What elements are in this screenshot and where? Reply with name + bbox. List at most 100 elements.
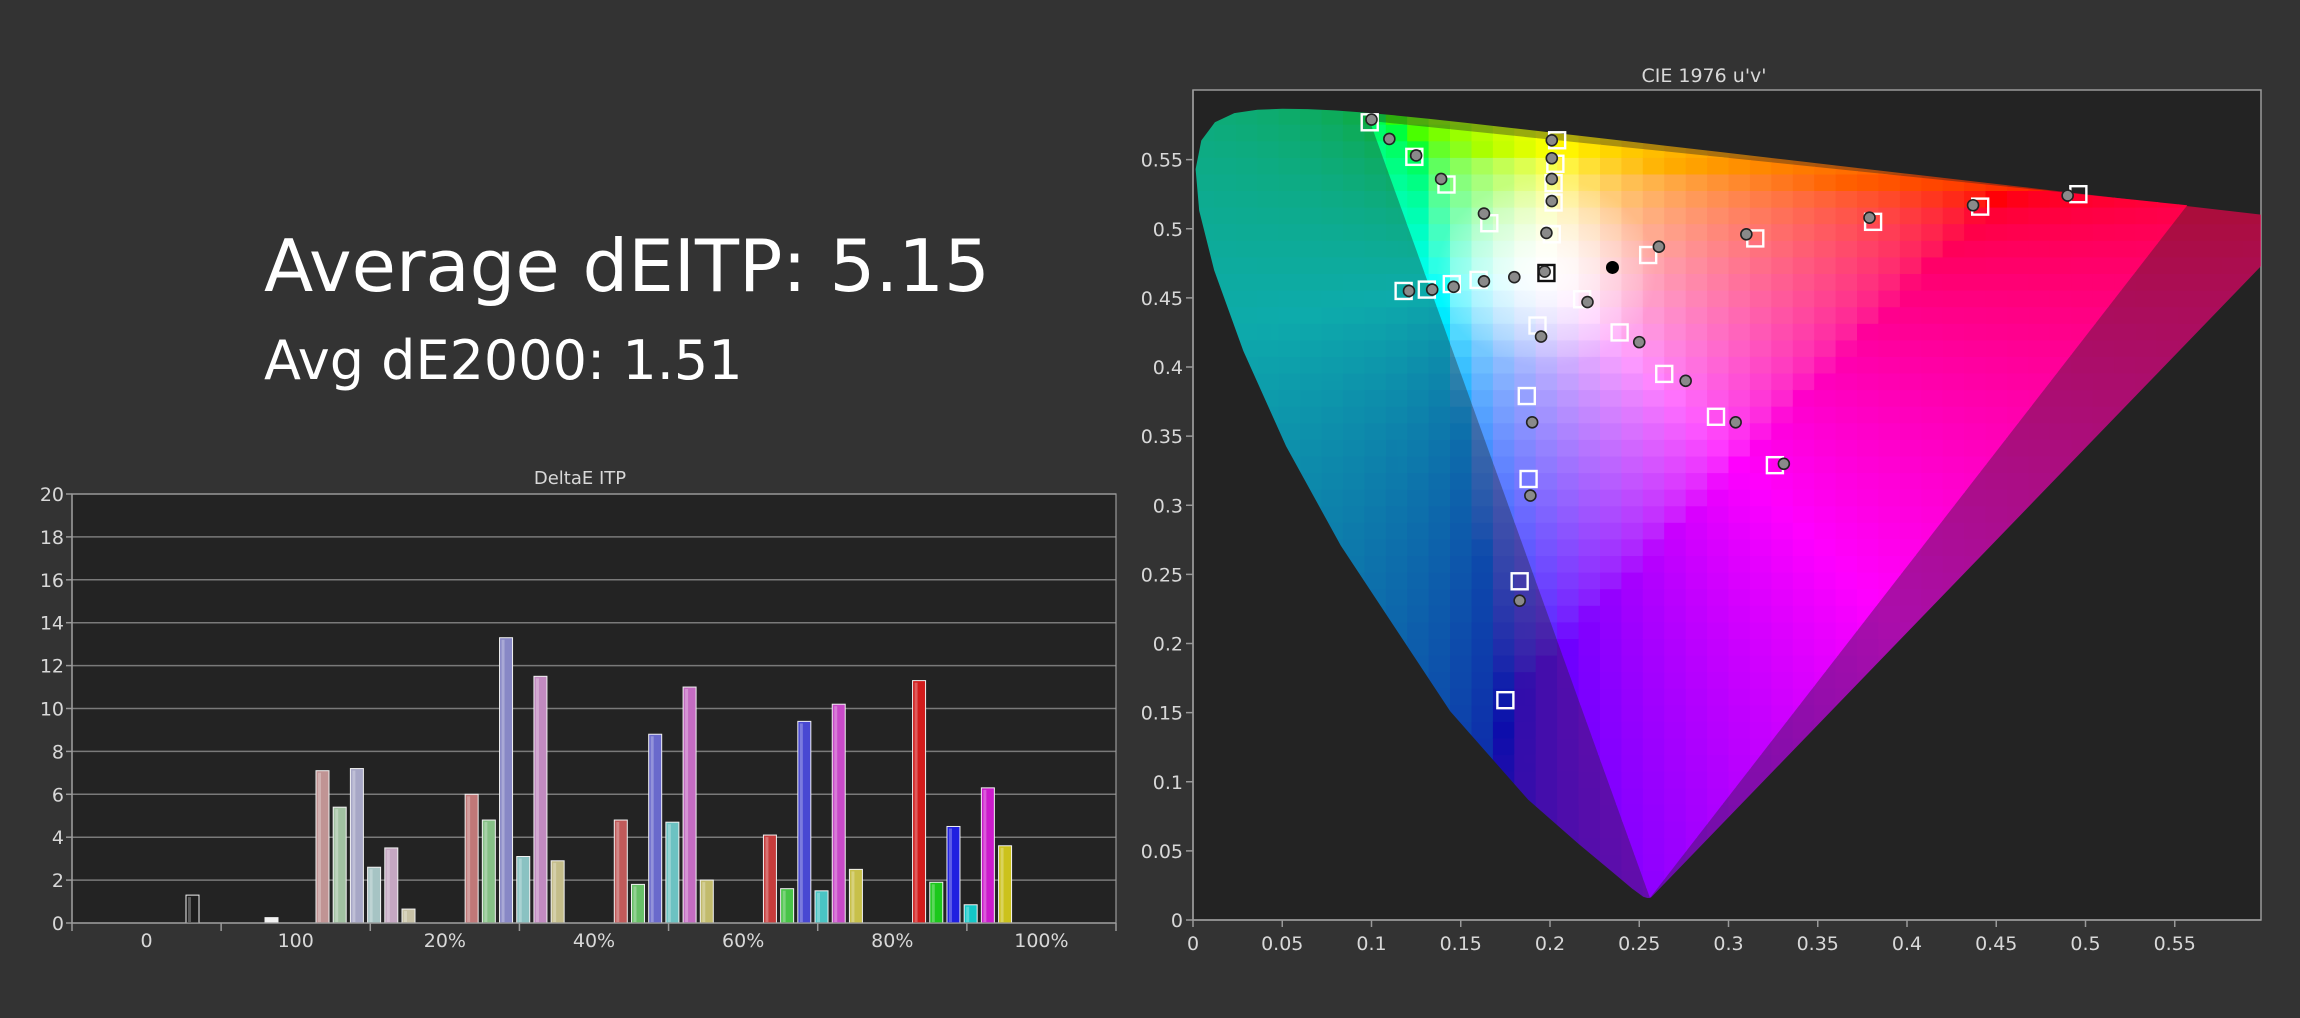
bar-category-label: 100 (278, 930, 314, 952)
cie-ytick-label: 0.55 (1141, 150, 1183, 172)
cie-ytick-label: 0.1 (1153, 772, 1183, 794)
measured-point (1524, 489, 1537, 502)
bar-highlight (782, 890, 786, 922)
bar-ytick-label: 2 (52, 870, 64, 892)
target-square (1496, 690, 1515, 710)
measured-point (1434, 172, 1448, 186)
bar-ytick-label: 16 (40, 570, 64, 592)
cie-xtick-label: 0.4 (1892, 933, 1922, 955)
measured-point (1679, 374, 1692, 388)
bar-highlight (616, 822, 620, 922)
measured-point (1581, 295, 1594, 309)
cie-ytick-label: 0.25 (1141, 564, 1183, 586)
measured-point (1632, 335, 1646, 349)
target-square (1544, 193, 1563, 212)
cie-ytick-label: 0.35 (1141, 426, 1183, 448)
cie-xtick-label: 0.3 (1713, 933, 1743, 955)
measured-point (1513, 594, 1526, 607)
bar-ytick-label: 10 (40, 699, 64, 721)
measured-point (1402, 284, 1416, 298)
bar-highlight (667, 824, 671, 922)
bar-highlight (931, 884, 935, 922)
average-de2000-label: Avg dE2000: 1.51 (264, 329, 743, 392)
bar-highlight (817, 892, 821, 922)
bar-highlight (966, 906, 970, 922)
measured-point (1545, 172, 1559, 186)
measured-point (1477, 207, 1491, 220)
bar-highlight (834, 706, 838, 922)
bar-plot-frame (71, 493, 1117, 924)
target-square (1535, 262, 1554, 281)
bar-ytick-label: 20 (40, 484, 64, 506)
cie-xtick-label: 0.5 (2070, 933, 2100, 955)
cie-xtick-label: 0.15 (1440, 933, 1482, 955)
measured-point (1538, 265, 1551, 278)
bar-highlight (318, 772, 321, 922)
measured-point (1545, 133, 1559, 147)
measured-point (1425, 283, 1439, 296)
target-square (1405, 147, 1424, 167)
bar-highlight (948, 828, 952, 922)
measured-point (1477, 274, 1491, 288)
cie-xtick-label: 0.05 (1261, 933, 1303, 955)
measured-point (1508, 270, 1521, 284)
bar-highlight (765, 837, 769, 922)
bar-highlight (914, 682, 918, 922)
measured-point (1383, 132, 1396, 146)
measured-point (1545, 194, 1559, 208)
measured-point (1863, 211, 1876, 224)
bar-ytick-label: 4 (52, 827, 64, 849)
measured-point (1540, 226, 1553, 240)
bar-ytick-label: 12 (40, 656, 64, 678)
average-deitp-label: Average dEITP: 5.15 (264, 224, 990, 308)
bar-ytick-label: 18 (40, 527, 64, 549)
bar-chart-title: DeltaE ITP (534, 468, 626, 489)
cie-xtick-label: 0.55 (2154, 933, 2196, 955)
measured-point (1525, 415, 1539, 429)
target-square (1517, 386, 1536, 406)
bar-highlight (369, 869, 373, 922)
bar-category-label: 80% (871, 930, 913, 952)
measured-white-point (1605, 260, 1619, 274)
bar-highlight (188, 897, 191, 922)
cie-xtick-label: 0.1 (1356, 933, 1386, 955)
bar-highlight (467, 796, 471, 922)
bar-highlight (1000, 847, 1004, 922)
deltae-itp-bar-chart: DeltaE ITP 0 2 4 6 8 10 12 14 16 18 20 0 100 20% 40% 6… (40, 468, 1117, 952)
bar-ytick-label: 6 (52, 784, 64, 806)
measured-point (1740, 227, 1753, 241)
measured-point (1545, 151, 1559, 165)
bar-highlight (404, 911, 407, 922)
bar-highlight (352, 770, 356, 922)
cie-xtick-label: 0.25 (1618, 933, 1660, 955)
cie-xtick-label: 0.2 (1535, 933, 1565, 955)
measured-point (1447, 280, 1460, 294)
target-square (1655, 364, 1674, 384)
cie-xtick-label: 0.45 (1975, 933, 2017, 955)
bar-highlight (851, 871, 855, 922)
cie-ytick-label: 0 (1171, 910, 1183, 932)
white-target-square (1537, 263, 1556, 283)
measured-point (1966, 198, 1980, 212)
cie-ytick-label: 0.3 (1153, 495, 1183, 517)
measured-point (1777, 457, 1791, 471)
bar-category-label: 100% (1014, 930, 1068, 952)
cie-ytick-label: 0.2 (1153, 634, 1183, 656)
bar-ytick-label: 0 (52, 913, 64, 935)
bar-highlight (799, 723, 803, 922)
bar-category-label: 40% (573, 930, 615, 952)
target-square (1510, 572, 1529, 591)
bar-highlight (553, 862, 557, 922)
measured-point (1534, 330, 1548, 343)
bar-highlight (518, 858, 522, 922)
target-square (1519, 469, 1538, 489)
cie-ytick-label: 0.45 (1141, 288, 1183, 310)
bar-highlight (267, 919, 270, 922)
cie-xtick-label: 0.35 (1797, 933, 1839, 955)
cie-xtick-label: 0 (1187, 933, 1199, 955)
measured-point (1365, 113, 1378, 126)
bar-highlight (501, 639, 505, 922)
bar-ytick-label: 14 (40, 613, 64, 635)
bar-highlight (633, 886, 637, 922)
